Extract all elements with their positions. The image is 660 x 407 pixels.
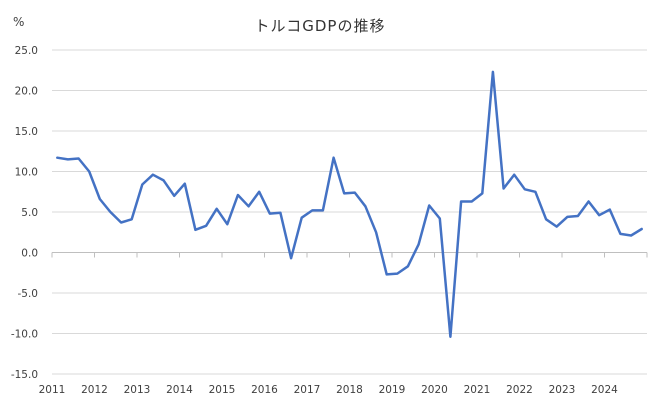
- x-tick-label: 2011: [39, 384, 66, 396]
- x-tick-label: 2024: [591, 384, 618, 396]
- y-axis-unit-label: %: [13, 15, 24, 29]
- y-tick-label: -5.0: [18, 288, 39, 300]
- gridlines: [52, 49, 647, 375]
- x-tick-label: 2016: [251, 384, 278, 396]
- series-layer: [56, 70, 643, 338]
- x-tick-label: 2014: [166, 384, 193, 396]
- x-tick-label: 2022: [506, 384, 533, 396]
- x-tick-label: 2019: [379, 384, 406, 396]
- y-tick-label: 5.0: [21, 207, 38, 219]
- y-tick-label: 10.0: [15, 167, 38, 179]
- x-tick-label: 2020: [421, 384, 448, 396]
- x-tick-label: 2021: [464, 384, 491, 396]
- y-tick-labels: 25.0 20.0 15.0 10.0 5.0 0.0 -5.0 -10.0 -15.0: [11, 45, 38, 381]
- chart-title: トルコGDPの推移: [255, 17, 386, 35]
- x-tick-label: 2017: [294, 384, 321, 396]
- y-tick-label: 0.0: [21, 248, 38, 260]
- y-tick-label: -15.0: [11, 369, 38, 381]
- x-tick-labels: 2011 2012 2013 2014 2015 2016 2017 2018 2019 2020…: [39, 384, 619, 396]
- y-tick-label: 25.0: [15, 45, 38, 57]
- y-tick-label: 20.0: [15, 86, 38, 98]
- x-tick-label: 2013: [124, 384, 151, 396]
- series-line-gdp-growth: [56, 70, 643, 338]
- x-tick-label: 2015: [209, 384, 236, 396]
- y-tick-label: -10.0: [11, 329, 38, 341]
- y-tick-label: 15.0: [15, 126, 38, 138]
- x-tick-label: 2012: [81, 384, 108, 396]
- x-tick-label: 2023: [549, 384, 576, 396]
- axes: [51, 252, 648, 258]
- x-tick-label: 2018: [336, 384, 363, 396]
